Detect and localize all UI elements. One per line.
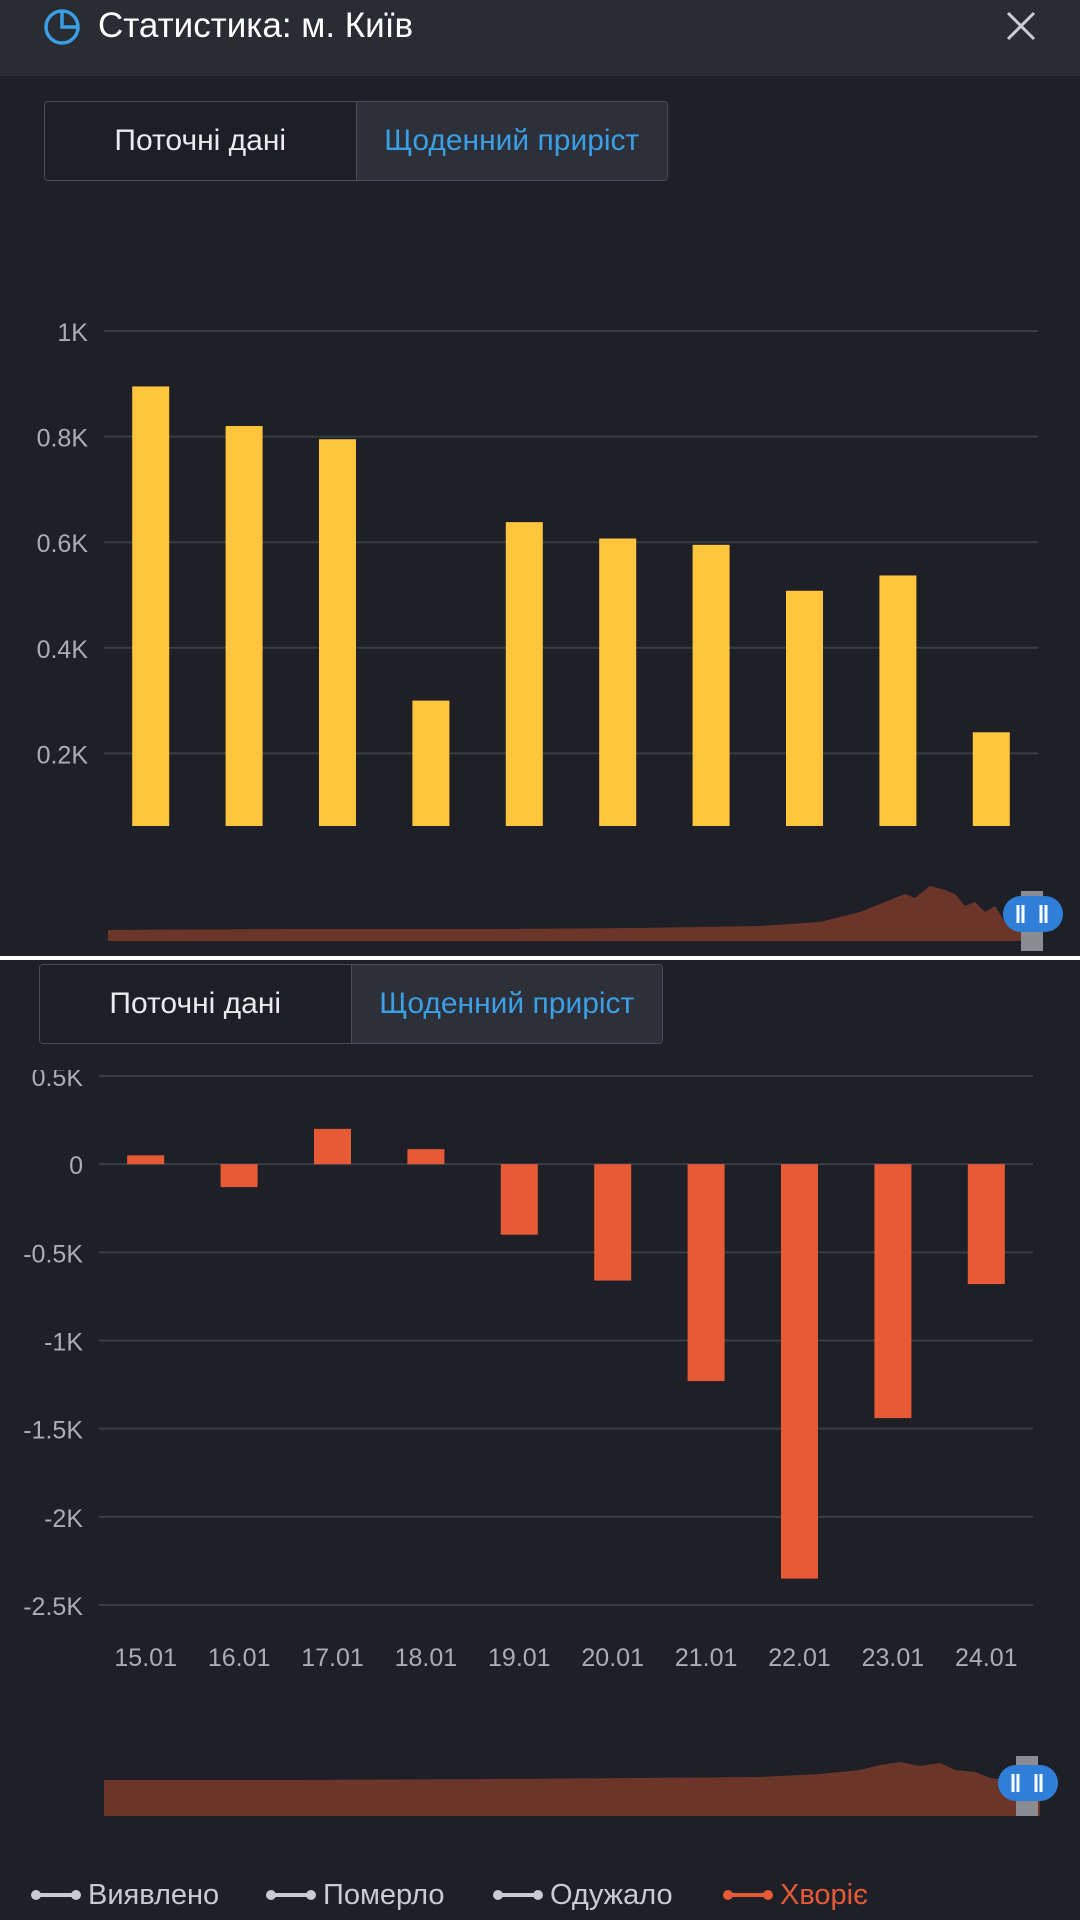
chart-panel-sick: Поточні дані Щоденний приріст 0.5K 0 -0.5K… — [0, 960, 1080, 1920]
bar-23.01[interactable] — [874, 1164, 912, 1419]
bar-24.01[interactable] — [967, 1164, 1005, 1285]
bar-20.01[interactable] — [599, 538, 637, 826]
chart-panel-detected: Поточні дані Щоденний приріст 1K 0.8K 0.6K… — [0, 76, 1080, 956]
bar-22.01[interactable] — [786, 590, 823, 826]
x-tick-label: 23.01 — [862, 1644, 925, 1672]
bar-18.01[interactable] — [412, 700, 450, 826]
window-title: Статистика: м. Київ — [98, 6, 414, 45]
drag-grip-icon — [1016, 905, 1048, 923]
legend-item-sick[interactable]: Хворіє — [722, 1870, 868, 1920]
drag-grip-icon — [1011, 1774, 1043, 1792]
bar-20.01[interactable] — [594, 1164, 632, 1281]
x-tick-label: 20.01 — [581, 1644, 644, 1672]
legend-line-icon — [31, 1890, 81, 1900]
legend-line-icon — [723, 1890, 773, 1900]
bar-15.01[interactable] — [132, 386, 170, 826]
y-tick-label: 0.4K — [37, 636, 89, 664]
bar-23.01[interactable] — [879, 575, 917, 826]
bar-16.01[interactable] — [220, 1164, 258, 1188]
y-tick-label: -1K — [44, 1329, 83, 1357]
bar-15.01[interactable] — [127, 1155, 165, 1165]
navigator-handle[interactable] — [1003, 896, 1063, 932]
bar-16.01[interactable] — [225, 426, 263, 826]
tab-daily-growth[interactable]: Щоденний приріст — [355, 102, 667, 180]
legend-item-recovered[interactable]: Одужало — [492, 1870, 673, 1920]
tab-current-data[interactable]: Поточні дані — [40, 965, 351, 1043]
chart-legend: Виявлено Померло Одужало Хворіє — [0, 1870, 1080, 1920]
bar-17.01[interactable] — [319, 439, 356, 826]
y-tick-label: -0.5K — [23, 1240, 83, 1268]
x-tick-label: 21.01 — [675, 1644, 738, 1672]
x-tick-label: 24.01 — [955, 1644, 1018, 1672]
sick-bar-chart: 0.5K 0 -0.5K -1K -1.5K -2K -2.5K 15.01 16.01 17.0… — [23, 1070, 1033, 1672]
window-header: Статистика: м. Київ — [0, 0, 1080, 76]
close-icon[interactable] — [1003, 8, 1039, 44]
bar-17.01[interactable] — [314, 1128, 351, 1165]
pie-chart-icon — [44, 9, 80, 45]
y-tick-label: 1K — [57, 319, 88, 347]
tab-daily-growth[interactable]: Щоденний приріст — [350, 965, 662, 1043]
y-tick-label: 0.6K — [37, 530, 89, 558]
x-tick-label: 18.01 — [395, 1644, 458, 1672]
x-tick-label: 16.01 — [208, 1644, 271, 1672]
x-tick-label: 15.01 — [114, 1644, 177, 1672]
navigator-area — [104, 1762, 1040, 1816]
bar-21.01[interactable] — [687, 1164, 725, 1382]
y-tick-label: 0 — [69, 1152, 83, 1180]
y-tick-label: 0.8K — [37, 425, 89, 453]
navigator-handle[interactable] — [998, 1765, 1058, 1801]
legend-item-detected[interactable]: Виявлено — [30, 1870, 219, 1920]
legend-label: Виявлено — [88, 1878, 220, 1911]
x-tick-label: 19.01 — [488, 1644, 551, 1672]
tab-current-data[interactable]: Поточні дані — [45, 102, 356, 180]
bar-22.01[interactable] — [781, 1164, 818, 1579]
y-tick-label: -2.5K — [23, 1593, 83, 1621]
legend-line-icon — [266, 1890, 316, 1900]
legend-label: Одужало — [550, 1878, 673, 1911]
x-tick-label: 17.01 — [301, 1644, 364, 1672]
bar-19.01[interactable] — [500, 1164, 538, 1235]
mode-toggle: Поточні дані Щоденний приріст — [44, 101, 668, 181]
detected-bar-chart: 1K0.8K0.6K0.4K0.2K015.0116.0117.0118.011… — [37, 319, 1038, 826]
y-tick-label: 0.5K — [32, 1070, 84, 1092]
mode-toggle: Поточні дані Щоденний приріст — [39, 964, 663, 1044]
legend-label: Хворіє — [780, 1878, 868, 1911]
x-tick-label: 22.01 — [768, 1644, 831, 1672]
bar-18.01[interactable] — [407, 1149, 445, 1165]
navigator-area — [108, 886, 1025, 941]
legend-item-deaths[interactable]: Померло — [265, 1870, 445, 1920]
range-navigator[interactable] — [0, 1750, 1080, 1840]
bar-21.01[interactable] — [692, 544, 730, 826]
bar-24.01[interactable] — [972, 732, 1010, 826]
range-navigator[interactable] — [0, 866, 1080, 956]
y-tick-label: -1.5K — [23, 1417, 83, 1445]
legend-label: Померло — [323, 1878, 445, 1911]
legend-line-icon — [493, 1890, 543, 1900]
screenshot-divider — [0, 956, 1080, 960]
y-tick-label: -2K — [44, 1505, 83, 1533]
bar-19.01[interactable] — [505, 522, 543, 826]
y-tick-label: 0.2K — [37, 741, 89, 769]
